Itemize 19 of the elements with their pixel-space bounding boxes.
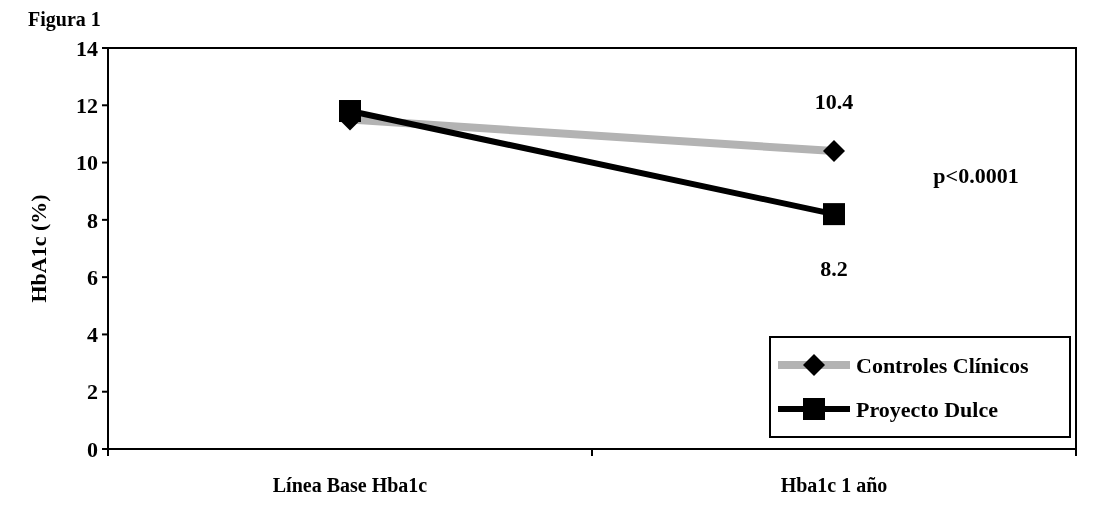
y-tick-label: 6 <box>87 264 98 290</box>
legend-label: Controles Clínicos <box>856 352 1029 378</box>
y-tick-label: 14 <box>76 35 98 61</box>
data-label: 8.2 <box>820 256 848 282</box>
chart-title: Figura 1 <box>28 8 101 31</box>
y-tick-label: 10 <box>76 150 98 176</box>
y-tick-label: 4 <box>87 322 98 348</box>
point <box>823 203 845 226</box>
y-tick-label: 12 <box>76 92 98 118</box>
legend-label: Proyecto Dulce <box>856 396 999 422</box>
point <box>339 100 361 123</box>
y-tick-label: 8 <box>87 207 98 233</box>
annotation: p<0.0001 <box>933 162 1019 188</box>
data-label: 10.4 <box>814 89 854 115</box>
y-tick-label: 0 <box>87 436 98 462</box>
y-tick-label: 2 <box>87 379 98 405</box>
x-tick-label: Hba1c 1 año <box>780 474 888 496</box>
x-tick-label: Línea Base Hba1c <box>272 474 428 496</box>
y-axis-title: HbA1c (%) <box>26 194 51 303</box>
